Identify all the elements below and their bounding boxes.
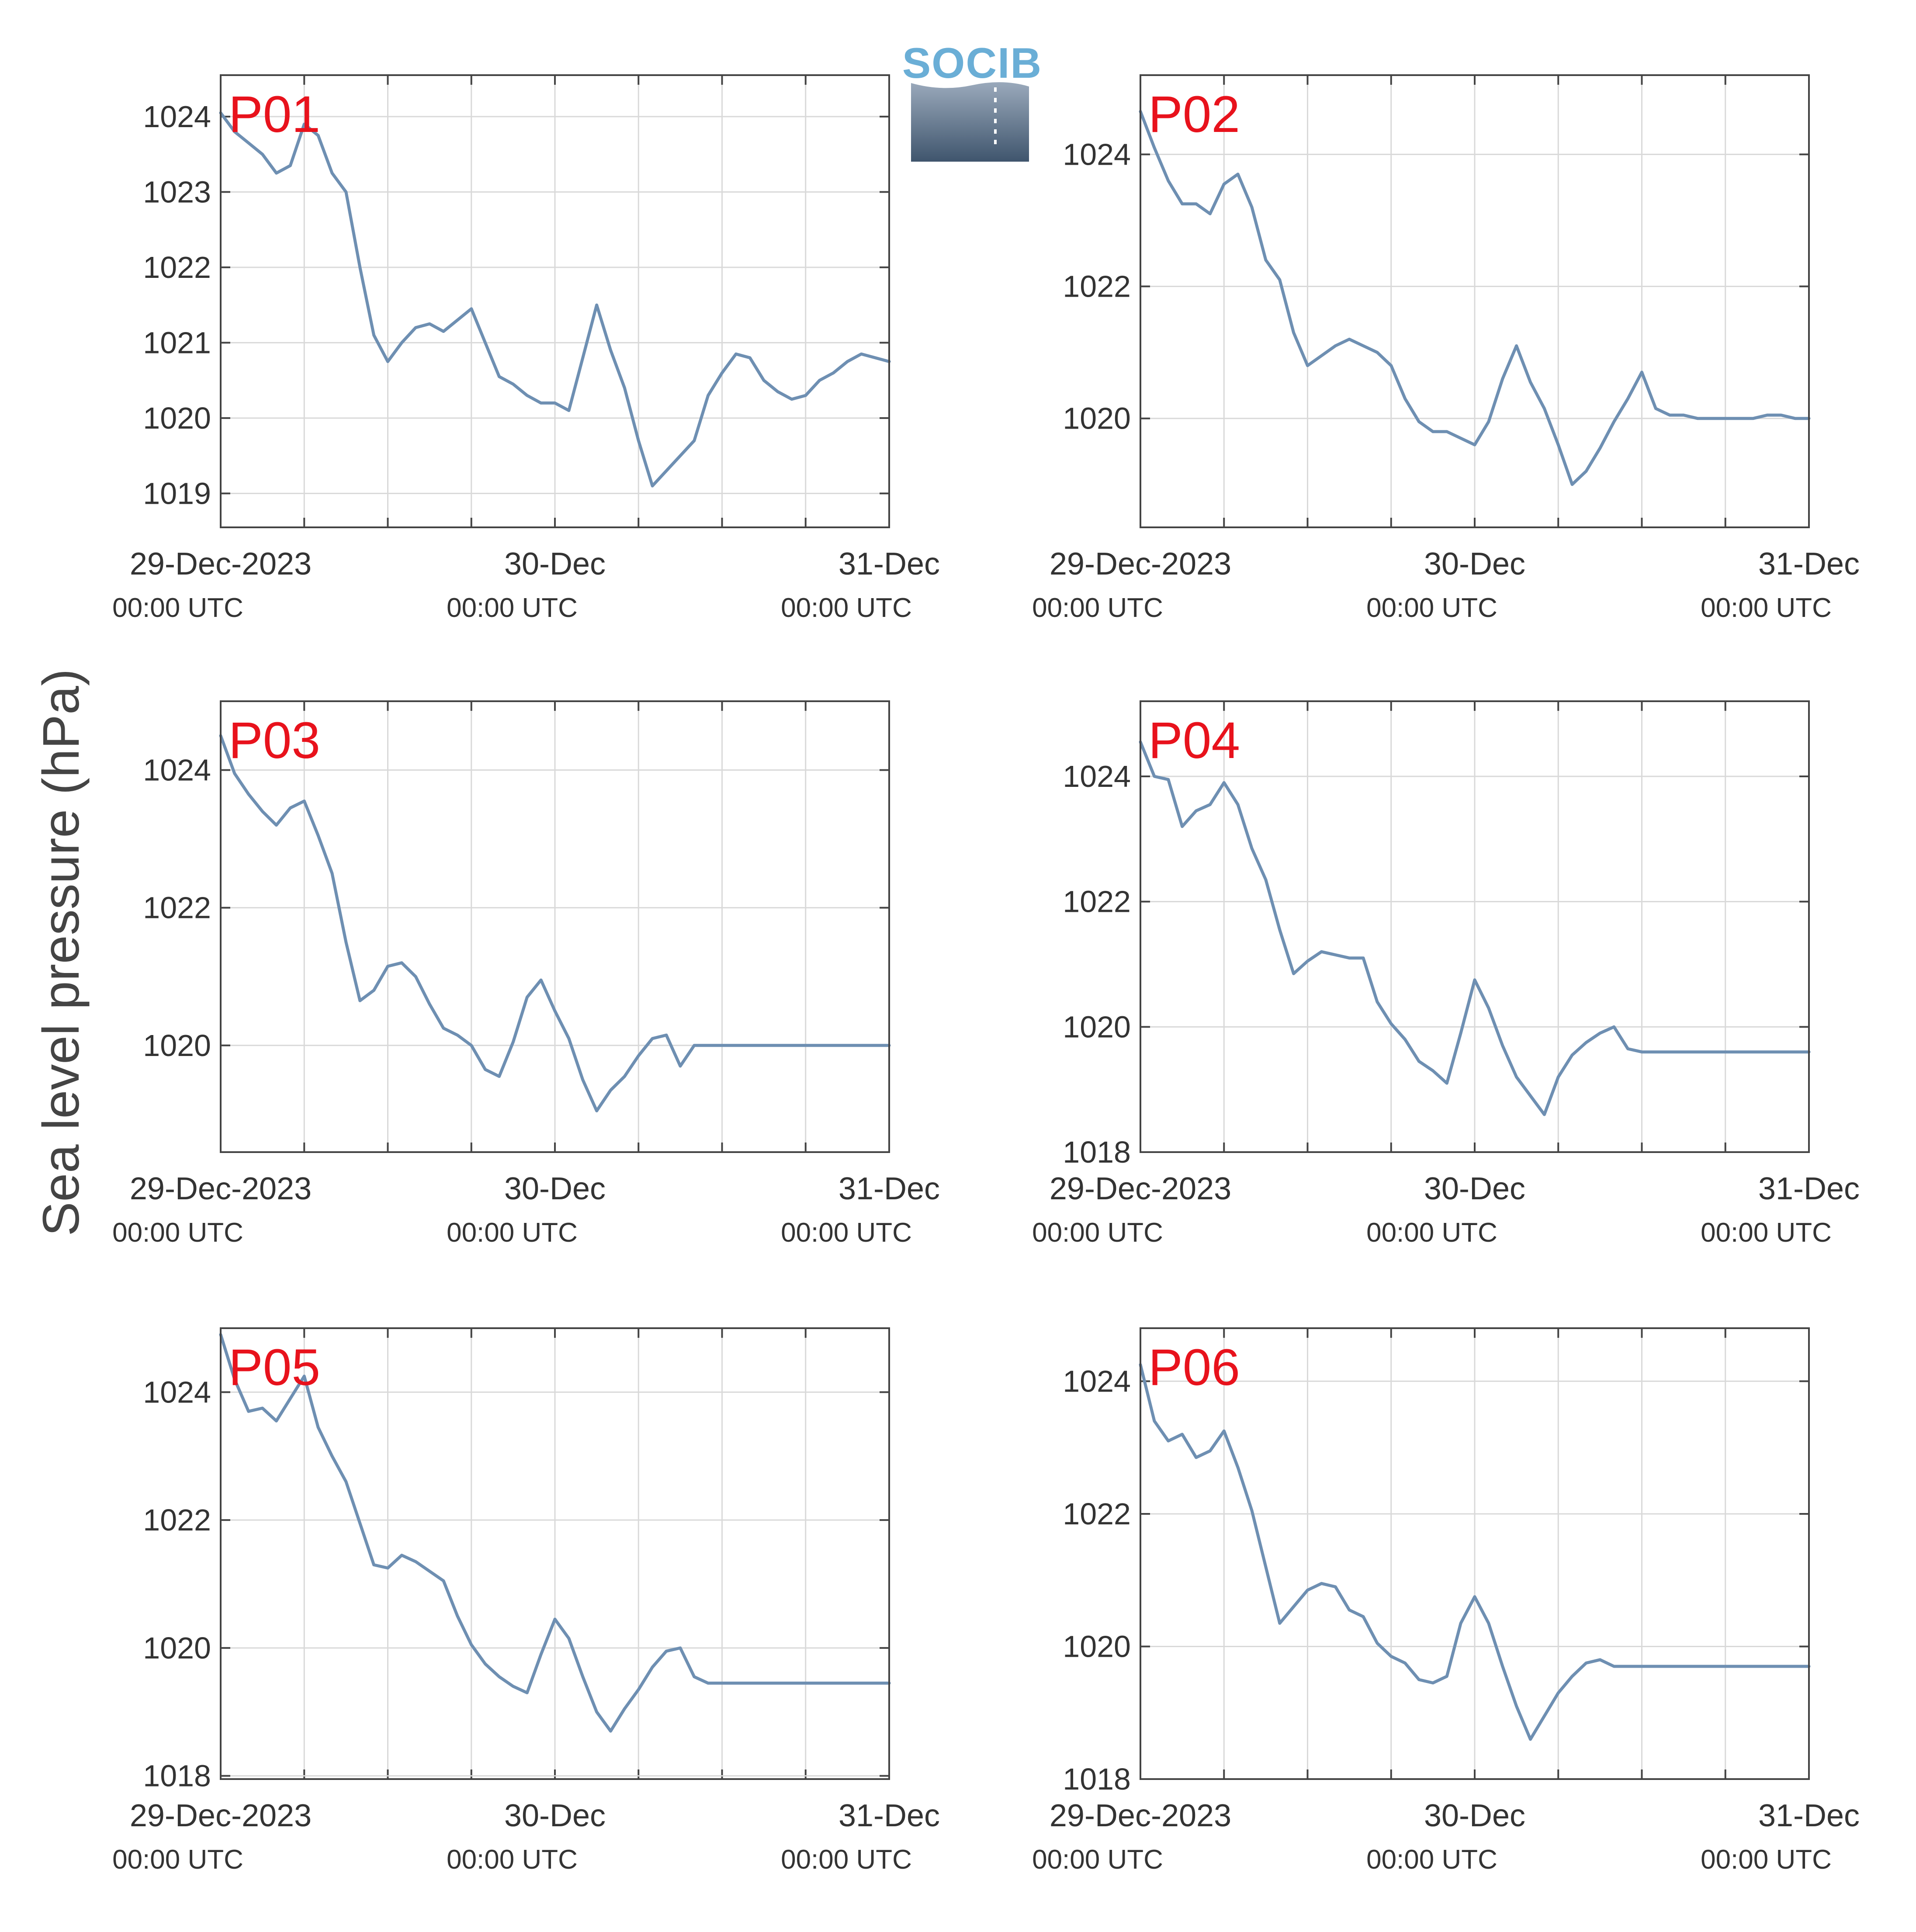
x-tick-time-label: 00:00 UTC bbox=[781, 1845, 912, 1875]
x-tick-date-label: 29-Dec-2023 bbox=[130, 1171, 312, 1206]
x-tick-time-label: 00:00 UTC bbox=[112, 1218, 243, 1248]
y-tick-label: 1020 bbox=[1063, 402, 1131, 436]
series-line-p06 bbox=[1139, 1363, 1811, 1741]
x-tick-time-label: 00:00 UTC bbox=[1701, 593, 1832, 623]
panel-label: P06 bbox=[1148, 1339, 1240, 1396]
x-tick-date-label: 31-Dec bbox=[838, 547, 940, 582]
x-tick-time-label: 00:00 UTC bbox=[781, 593, 912, 623]
x-tick-date-label: 30-Dec bbox=[504, 1798, 606, 1833]
x-tick-time-label: 00:00 UTC bbox=[1032, 1845, 1163, 1875]
x-tick-date-label: 31-Dec bbox=[1758, 547, 1860, 582]
y-tick-label: 1020 bbox=[143, 1631, 211, 1665]
y-tick-label: 1018 bbox=[1063, 1135, 1131, 1169]
y-tick-label: 1020 bbox=[1063, 1010, 1131, 1044]
y-tick-label: 1022 bbox=[1063, 270, 1131, 304]
logo-text: SOCIB bbox=[902, 39, 1042, 87]
x-tick-time-label: 00:00 UTC bbox=[112, 593, 243, 623]
x-tick-time-label: 00:00 UTC bbox=[447, 1845, 578, 1875]
y-tick-label: 1024 bbox=[143, 1375, 211, 1409]
panel-p02: 1020 1022 1024 29-Dec-2023 00:00 UTC 30-Dec 00… bbox=[1032, 74, 1860, 623]
x-tick-date-label: 31-Dec bbox=[838, 1798, 940, 1833]
x-tick-date-label: 31-Dec bbox=[1758, 1171, 1860, 1206]
x-tick-date-label: 29-Dec-2023 bbox=[130, 1798, 312, 1833]
panel-p06: 1018 1020 1022 1024 29-Dec-2023 00:00 UTC 30-D… bbox=[1032, 1327, 1860, 1875]
x-tick-time-label: 00:00 UTC bbox=[781, 1218, 912, 1248]
series-line-p02 bbox=[1139, 110, 1811, 486]
x-tick-date-label: 30-Dec bbox=[1424, 1171, 1525, 1206]
y-tick-label: 1018 bbox=[1063, 1762, 1131, 1796]
y-tick-label: 1022 bbox=[143, 891, 211, 925]
panel-label: P03 bbox=[229, 712, 320, 769]
y-tick-label: 1020 bbox=[1063, 1629, 1131, 1663]
series-line-p01 bbox=[219, 111, 891, 488]
plot-frame bbox=[1140, 1327, 1810, 1780]
series-line-p04 bbox=[1139, 740, 1811, 1116]
plot-frame bbox=[220, 1327, 890, 1780]
x-tick-time-label: 00:00 UTC bbox=[1366, 1845, 1497, 1875]
x-tick-time-label: 00:00 UTC bbox=[1032, 1218, 1163, 1248]
x-tick-date-label: 31-Dec bbox=[838, 1171, 940, 1206]
x-tick-time-label: 00:00 UTC bbox=[447, 1218, 578, 1248]
y-tick-label: 1024 bbox=[1063, 1364, 1131, 1398]
y-tick-label: 1021 bbox=[143, 325, 211, 360]
x-tick-time-label: 00:00 UTC bbox=[1366, 593, 1497, 623]
y-tick-label: 1019 bbox=[143, 476, 211, 510]
panel-p03: 1020 1022 1024 29-Dec-2023 00:00 UTC 30-Dec 00… bbox=[112, 700, 940, 1248]
y-tick-label: 1023 bbox=[143, 175, 211, 209]
panel-p05: 1018 1020 1022 1024 29-Dec-2023 00:00 UTC 30-D… bbox=[112, 1327, 940, 1875]
y-tick-label: 1018 bbox=[143, 1759, 211, 1793]
x-tick-date-label: 29-Dec-2023 bbox=[1050, 547, 1231, 582]
x-tick-date-label: 30-Dec bbox=[504, 547, 606, 582]
y-axis-label: Sea level pressure (hPa) bbox=[32, 669, 90, 1236]
plot-frame bbox=[1140, 74, 1810, 528]
y-tick-label: 1020 bbox=[143, 401, 211, 435]
y-tick-label: 1024 bbox=[1063, 759, 1131, 793]
plot-frame bbox=[1140, 700, 1810, 1153]
panel-label: P05 bbox=[229, 1339, 320, 1396]
y-tick-label: 1020 bbox=[143, 1028, 211, 1063]
x-tick-time-label: 00:00 UTC bbox=[1366, 1218, 1497, 1248]
plot-frame bbox=[220, 700, 890, 1153]
x-tick-time-label: 00:00 UTC bbox=[1701, 1218, 1832, 1248]
panel-label: P01 bbox=[229, 86, 320, 143]
panel-p04: 1018 1020 1022 1024 29-Dec-2023 00:00 UTC 30-D… bbox=[1032, 700, 1860, 1248]
x-tick-date-label: 30-Dec bbox=[1424, 547, 1525, 582]
y-tick-label: 1024 bbox=[143, 100, 211, 134]
x-tick-date-label: 29-Dec-2023 bbox=[1050, 1171, 1231, 1206]
x-tick-time-label: 00:00 UTC bbox=[1032, 593, 1163, 623]
x-tick-time-label: 00:00 UTC bbox=[1701, 1845, 1832, 1875]
x-tick-date-label: 29-Dec-2023 bbox=[130, 547, 312, 582]
x-tick-date-label: 30-Dec bbox=[1424, 1798, 1525, 1833]
plot-frame bbox=[220, 74, 890, 528]
panel-label: P02 bbox=[1148, 86, 1240, 143]
y-tick-label: 1022 bbox=[143, 250, 211, 284]
y-tick-label: 1022 bbox=[1063, 1497, 1131, 1531]
x-tick-date-label: 31-Dec bbox=[1758, 1798, 1860, 1833]
y-tick-label: 1024 bbox=[143, 753, 211, 787]
y-tick-label: 1024 bbox=[1063, 137, 1131, 171]
x-tick-time-label: 00:00 UTC bbox=[447, 593, 578, 623]
series-line-p03 bbox=[219, 734, 891, 1112]
x-tick-date-label: 30-Dec bbox=[504, 1171, 606, 1206]
panels: 1019 1020 1021 1022 1023 1024 29-Dec-2023 00:00… bbox=[112, 74, 1860, 1875]
x-tick-time-label: 00:00 UTC bbox=[112, 1845, 243, 1875]
panel-label: P04 bbox=[1148, 712, 1240, 769]
x-tick-date-label: 29-Dec-2023 bbox=[1050, 1798, 1231, 1833]
y-tick-label: 1022 bbox=[1063, 885, 1131, 919]
series-line-p05 bbox=[219, 1333, 891, 1733]
y-tick-label: 1022 bbox=[143, 1503, 211, 1537]
socib-logo: SOCIB bbox=[902, 39, 1042, 162]
panel-p01: 1019 1020 1021 1022 1023 1024 29-Dec-2023 00:00… bbox=[112, 74, 940, 623]
